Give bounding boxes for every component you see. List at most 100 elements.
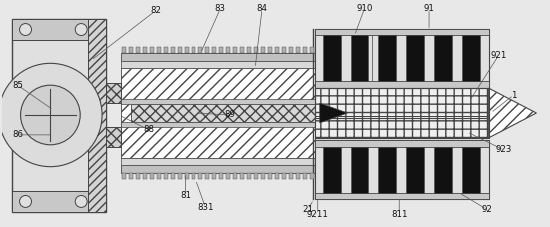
Bar: [315, 88, 489, 118]
Bar: [12, 190, 106, 212]
Bar: [378, 35, 396, 81]
Bar: [12, 19, 106, 40]
Bar: [275, 47, 279, 53]
Text: 83: 83: [215, 4, 226, 13]
Bar: [121, 158, 315, 165]
Bar: [233, 173, 237, 179]
Text: 92: 92: [481, 205, 492, 214]
Bar: [164, 173, 168, 179]
Bar: [282, 47, 286, 53]
Bar: [219, 173, 223, 179]
Bar: [12, 19, 106, 212]
Text: 86: 86: [12, 130, 23, 139]
Bar: [315, 140, 489, 200]
Bar: [178, 47, 182, 53]
Bar: [315, 81, 489, 88]
Text: 21: 21: [302, 205, 313, 214]
Bar: [121, 165, 315, 173]
Text: 811: 811: [391, 210, 408, 219]
Bar: [462, 147, 480, 192]
Bar: [157, 173, 161, 179]
Bar: [121, 61, 315, 68]
Text: 9211: 9211: [307, 210, 329, 219]
Bar: [315, 29, 489, 35]
Bar: [434, 35, 452, 81]
Bar: [240, 47, 244, 53]
Bar: [121, 68, 315, 158]
Bar: [315, 88, 489, 118]
Bar: [129, 173, 133, 179]
Bar: [240, 173, 244, 179]
Bar: [406, 147, 424, 192]
Bar: [129, 47, 133, 53]
Text: 91: 91: [424, 4, 434, 13]
Bar: [206, 47, 210, 53]
Circle shape: [20, 195, 31, 207]
Bar: [185, 47, 189, 53]
Text: 89: 89: [225, 111, 236, 119]
Bar: [310, 47, 314, 53]
Bar: [315, 140, 489, 147]
Text: 923: 923: [496, 145, 512, 154]
Bar: [315, 88, 489, 116]
Bar: [226, 173, 230, 179]
Bar: [350, 35, 369, 81]
Bar: [121, 99, 315, 104]
Bar: [199, 47, 202, 53]
Bar: [206, 173, 210, 179]
Bar: [303, 173, 307, 179]
Bar: [122, 47, 126, 53]
Bar: [462, 35, 480, 81]
Bar: [121, 53, 315, 61]
Bar: [296, 173, 300, 179]
Bar: [106, 127, 121, 147]
Bar: [254, 47, 258, 53]
Bar: [350, 147, 369, 192]
Bar: [150, 173, 154, 179]
Circle shape: [20, 24, 31, 35]
Bar: [170, 47, 174, 53]
Bar: [406, 35, 424, 81]
Bar: [233, 47, 237, 53]
Bar: [136, 173, 140, 179]
Text: 1: 1: [511, 91, 516, 100]
Bar: [261, 47, 265, 53]
Text: 84: 84: [257, 4, 268, 13]
Bar: [143, 173, 147, 179]
Text: 81: 81: [180, 191, 191, 200]
Bar: [191, 47, 195, 53]
Bar: [164, 47, 168, 53]
Text: 85: 85: [12, 81, 23, 90]
Text: 921: 921: [491, 51, 507, 60]
Bar: [88, 19, 106, 212]
Bar: [247, 173, 251, 179]
Bar: [247, 47, 251, 53]
Bar: [315, 29, 489, 88]
Bar: [261, 173, 265, 179]
Bar: [296, 47, 300, 53]
Bar: [303, 47, 307, 53]
Text: 88: 88: [144, 125, 155, 134]
Bar: [106, 83, 121, 103]
Bar: [157, 47, 161, 53]
Bar: [191, 173, 195, 179]
Text: 831: 831: [197, 203, 214, 212]
Bar: [268, 47, 272, 53]
Bar: [219, 47, 223, 53]
Text: 910: 910: [356, 4, 373, 13]
Bar: [310, 173, 314, 179]
Bar: [315, 192, 489, 200]
Polygon shape: [489, 88, 536, 138]
Bar: [323, 147, 340, 192]
Bar: [434, 147, 452, 192]
Bar: [121, 122, 315, 127]
Bar: [122, 173, 126, 179]
Bar: [199, 173, 202, 179]
Bar: [226, 47, 230, 53]
Bar: [323, 35, 340, 81]
Bar: [315, 88, 489, 138]
Bar: [136, 47, 140, 53]
Bar: [170, 173, 174, 179]
Bar: [275, 173, 279, 179]
Circle shape: [0, 63, 102, 167]
